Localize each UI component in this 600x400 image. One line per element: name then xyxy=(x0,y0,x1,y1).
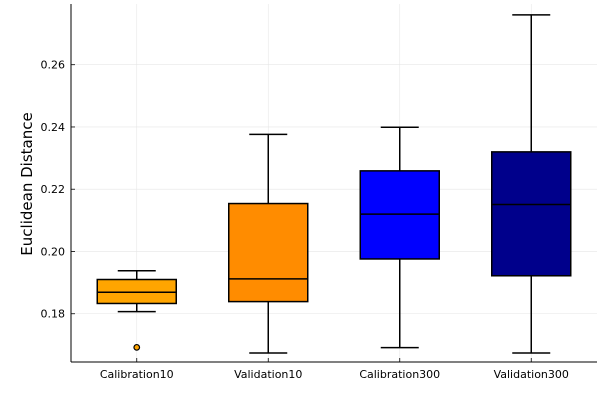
box-group-calibration300 xyxy=(359,126,440,349)
x-tick-label: Calibration10 xyxy=(100,368,174,381)
y-axis-title: Euclidean Distance xyxy=(18,112,36,255)
box-group-validation10 xyxy=(228,133,309,354)
iqr-box xyxy=(96,278,177,305)
x-tick-label: Validation300 xyxy=(494,368,569,381)
x-tick-label: Validation10 xyxy=(234,368,302,381)
axis-layer xyxy=(70,4,597,363)
y-tick-label: 0.20 xyxy=(41,245,66,258)
iqr-box xyxy=(491,151,572,277)
y-tick-label: 0.18 xyxy=(41,308,66,321)
box-group-calibration10 xyxy=(96,270,177,351)
y-tick-label: 0.24 xyxy=(41,121,66,134)
y-tick-label: 0.26 xyxy=(41,59,66,72)
iqr-box xyxy=(228,202,309,303)
box-layer xyxy=(96,14,572,354)
label-layer: 0.18 0.20 0.22 0.24 0.26 Calibration10 Validat… xyxy=(41,59,569,381)
iqr-box xyxy=(359,170,440,260)
box-group-validation300 xyxy=(491,14,572,354)
outlier-point xyxy=(133,343,141,351)
x-tick-label: Calibration300 xyxy=(359,368,440,381)
y-tick-label: 0.22 xyxy=(41,183,66,196)
